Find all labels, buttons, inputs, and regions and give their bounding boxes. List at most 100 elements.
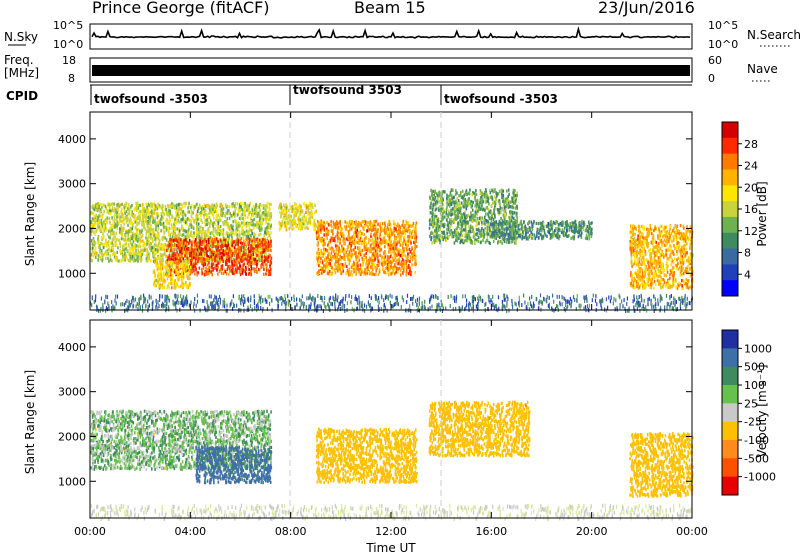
power-cell-0 xyxy=(177,234,179,238)
power-cell-1 xyxy=(227,251,230,255)
power-cell-0 xyxy=(139,238,141,242)
power-cell-1 xyxy=(183,239,185,243)
power-cell-0 xyxy=(266,236,269,240)
power-cell-1 xyxy=(191,263,194,267)
power-cell-0 xyxy=(120,259,123,263)
power-cell-0 xyxy=(214,209,217,213)
power-cell-4 xyxy=(382,236,385,240)
power-cell-1 xyxy=(244,257,247,261)
power-cell-4 xyxy=(379,224,381,228)
power-cell-4 xyxy=(345,271,348,276)
power-cell-0 xyxy=(251,213,254,218)
power-cell-0 xyxy=(260,217,263,221)
power-cell-0 xyxy=(124,255,127,259)
power-cell-4 xyxy=(370,226,372,230)
power-cell-2 xyxy=(190,265,192,269)
power-cell-0 xyxy=(270,212,273,216)
power-cell-3 xyxy=(313,227,315,231)
power-cell-4 xyxy=(328,231,330,235)
power-cell-2 xyxy=(161,267,164,271)
power-cell-4 xyxy=(363,248,366,252)
power-cell-2 xyxy=(186,276,189,280)
power-cell-2 xyxy=(168,269,170,273)
power-cell-0 xyxy=(211,207,213,211)
power-cell-0 xyxy=(103,220,105,224)
power-cell-0 xyxy=(142,248,145,252)
power-cell-0 xyxy=(267,211,269,215)
power-cell-0 xyxy=(146,224,149,229)
power-cell-1 xyxy=(226,256,228,260)
power-cell-3 xyxy=(296,210,298,214)
power-cell-0 xyxy=(100,241,103,245)
power-cell-4 xyxy=(349,258,351,262)
power-cell-4 xyxy=(388,229,390,233)
power-cell-3 xyxy=(284,205,286,209)
power-cell-2 xyxy=(185,281,187,285)
power-cell-4 xyxy=(337,226,339,230)
power-cell-4 xyxy=(347,245,349,249)
power-cell-4 xyxy=(354,222,356,226)
power-cell-0 xyxy=(128,209,130,213)
power-cell-1 xyxy=(203,239,205,243)
power-cell-1 xyxy=(198,252,201,256)
power-cell-1 xyxy=(209,238,211,243)
power-cell-0 xyxy=(181,224,183,228)
power-cell-4 xyxy=(409,239,412,243)
power-cell-2 xyxy=(181,278,184,282)
power-cell-0 xyxy=(96,215,99,220)
power-cell-5 xyxy=(516,191,518,195)
power-cell-0 xyxy=(122,247,125,251)
power-cell-4 xyxy=(357,236,359,240)
power-cell-0 xyxy=(230,224,232,228)
power-cell-0 xyxy=(145,248,147,252)
power-cell-1 xyxy=(191,240,193,244)
power-cell-0 xyxy=(168,209,170,213)
power-cell-0 xyxy=(234,214,236,218)
power-cell-0 xyxy=(173,222,175,226)
power-cell-0 xyxy=(100,218,103,222)
power-cell-1 xyxy=(245,242,247,246)
power-cell-2 xyxy=(168,286,171,290)
power-cell-4 xyxy=(387,268,389,272)
power-cell-1 xyxy=(211,273,213,277)
power-cell-4 xyxy=(341,266,344,270)
power-cell-2 xyxy=(171,264,174,268)
power-cell-0 xyxy=(142,243,144,247)
power-cell-4 xyxy=(354,230,357,234)
power-cell-0 xyxy=(123,248,125,252)
power-cell-0 xyxy=(125,230,127,235)
power-cell-0 xyxy=(109,236,111,240)
power-cell-5 xyxy=(488,216,491,221)
power-cell-0 xyxy=(92,223,95,227)
power-cell-0 xyxy=(268,206,270,210)
power-cell-1 xyxy=(202,248,204,252)
power-cell-0 xyxy=(195,219,197,223)
power-cell-0 xyxy=(213,204,215,208)
power-cell-3 xyxy=(311,212,314,216)
freq-panel: Freq. [MHz] 18 8 60 0 Nave xyxy=(4,53,778,85)
power-cell-2 xyxy=(152,270,155,274)
power-cell-0 xyxy=(232,202,234,206)
power-cell-4 xyxy=(359,271,361,275)
power-cell-0 xyxy=(216,242,218,246)
noise-panel: N.Sky 10^5 10^0 10^5 10^0 N.Search xyxy=(4,19,800,51)
power-cell-4 xyxy=(383,257,386,262)
power-cell-4 xyxy=(393,222,395,226)
power-cell-4 xyxy=(413,226,416,230)
power-cell-0 xyxy=(152,208,155,212)
power-cell-4 xyxy=(383,227,386,231)
power-cell-4 xyxy=(341,249,344,253)
power-cell-4 xyxy=(349,236,351,240)
power-cell-4 xyxy=(325,234,328,238)
power-cell-4 xyxy=(376,257,379,261)
power-cell-2 xyxy=(180,284,182,288)
power-cell-0 xyxy=(147,208,150,212)
power-cell-0 xyxy=(150,259,152,263)
power-cell-4 xyxy=(341,231,344,235)
power-cell-1 xyxy=(250,264,252,268)
power-cell-0 xyxy=(242,209,244,213)
power-cell-5 xyxy=(507,194,509,199)
power-cell-0 xyxy=(246,229,249,233)
power-cell-4 xyxy=(354,234,356,238)
power-cell-0 xyxy=(174,206,176,210)
